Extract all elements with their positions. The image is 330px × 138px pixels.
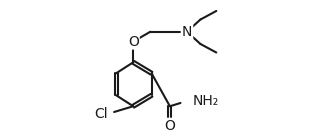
Text: NH₂: NH₂	[193, 94, 219, 108]
Text: O: O	[128, 34, 139, 49]
Text: O: O	[164, 119, 175, 133]
Text: N: N	[182, 25, 192, 39]
Text: Cl: Cl	[94, 107, 108, 121]
